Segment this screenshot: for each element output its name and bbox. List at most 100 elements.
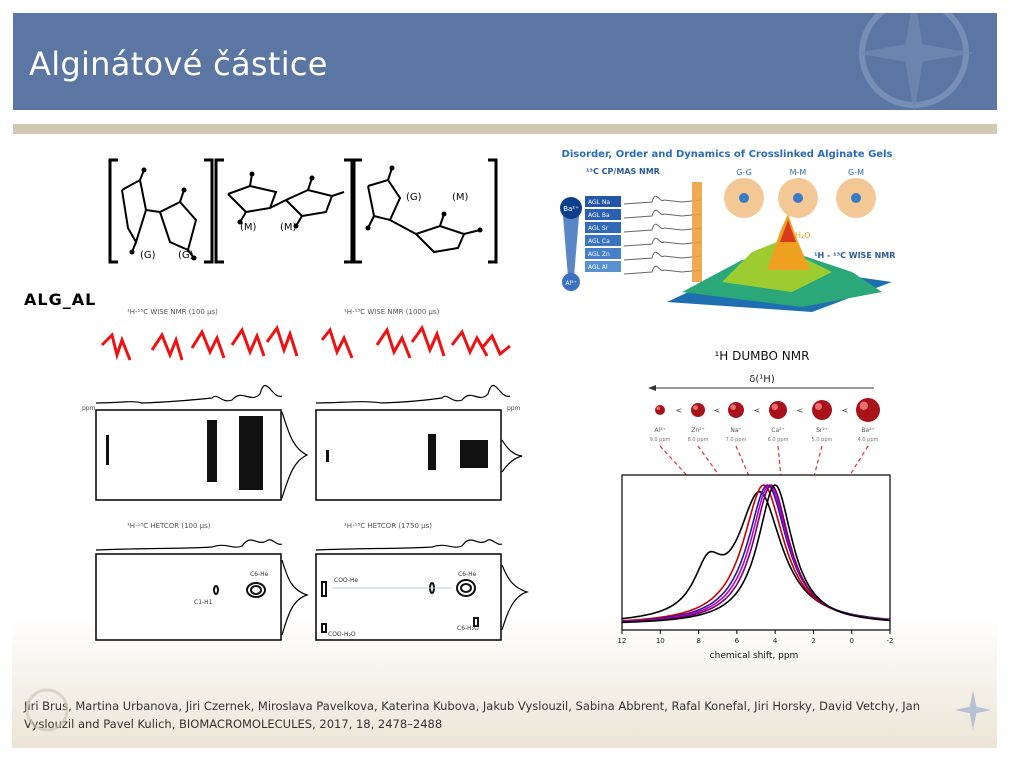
less-than-sign: < <box>842 406 849 415</box>
junction-label: G-M <box>848 168 864 177</box>
structure-label: (M) <box>240 222 257 233</box>
sample-item: AGL Sr <box>585 222 621 233</box>
ion-shift: 5.0 ppm <box>812 437 833 443</box>
ion-name: Sr²⁺ <box>816 427 828 434</box>
red-molecule-sketches <box>100 324 511 361</box>
svg-text:AGL Ca: AGL Ca <box>588 238 610 245</box>
wise-100-panel: ppm <box>82 384 309 501</box>
annotation: COO-He <box>334 577 358 584</box>
x-tick-label: 10 <box>656 637 665 645</box>
plot-frame <box>621 474 891 631</box>
ion-sphere <box>769 401 787 419</box>
junction-models: G-G M-M G-M <box>724 168 876 218</box>
ion-name: Ba²⁺ <box>861 427 874 434</box>
x-tick-label: 6 <box>735 637 740 645</box>
toc-graphic: Disorder, Order and Dynamics of Crosslin… <box>560 149 895 312</box>
ion-shift: 8.0 ppm <box>688 437 709 443</box>
spectrum-curve <box>621 484 891 624</box>
x-tick-label: 0 <box>849 637 853 645</box>
x-axis-ticks: 12 10 8 6 4 2 0 -2 <box>618 630 894 645</box>
x-tick-label: 2 <box>811 637 815 645</box>
ion-sphere <box>728 402 744 418</box>
spectra-curves <box>621 484 891 624</box>
junction-label: G-G <box>736 168 752 177</box>
sample-item: AGL Al <box>585 261 621 272</box>
sample-item: AGL Ca <box>585 235 621 246</box>
delta-label: δ(¹H) <box>749 374 775 385</box>
panel-title-hetcor-1750: ¹H-¹³C HETCOR (1750 μs) <box>344 522 432 530</box>
ion-shift: 9.0 ppm <box>650 437 671 443</box>
compass-decoration-icon <box>854 13 974 110</box>
wise-1000-panel: ppm <box>315 384 523 501</box>
toc-title: Disorder, Order and Dynamics of Crosslin… <box>562 149 893 160</box>
panel-title-hetcor-100: ¹H-¹³C HETCOR (100 μs) <box>127 522 211 530</box>
less-than-sign: < <box>797 406 804 415</box>
structure-label: (G) <box>140 250 156 261</box>
panel-title-wise-1000: ¹H-¹³C WISE NMR (1000 μs) <box>344 308 440 316</box>
ion-top: Ba²⁺ <box>563 205 579 213</box>
x-tick-label: 12 <box>618 637 627 645</box>
citation-text: Jiri Brus, Martina Urbanova, Jiri Czerne… <box>24 699 920 731</box>
dumbo-nmr-chart: ¹H DUMBO NMR δ(¹H) Al³⁺ 9.0 ppm < Zn²⁺ 8.0 p… <box>618 349 894 660</box>
delta-arrow <box>648 385 874 391</box>
title-bar: Alginátové částice <box>13 13 997 110</box>
svg-text:AGL Ba: AGL Ba <box>588 212 610 219</box>
sample-label: ALG_AL <box>24 290 97 309</box>
ion-highlight <box>815 403 822 410</box>
ion-name: Zn²⁺ <box>691 427 705 434</box>
stacked-spectra <box>623 195 703 275</box>
ion-shift: 4.0 ppm <box>858 437 879 443</box>
faculty-seal-icon <box>25 688 69 732</box>
hetcor-100-panel: C6-He C1-H1 <box>95 539 309 641</box>
ion-shift: 7.0 ppm <box>726 437 747 443</box>
axis-unit: ppm <box>82 405 96 412</box>
ion-highlight <box>859 401 868 410</box>
ion-highlight <box>656 406 660 410</box>
svg-text:AGL Na: AGL Na <box>588 199 610 206</box>
x-tick-label: 4 <box>773 637 778 645</box>
panel-title-wise-100: ¹H-¹³C WISE NMR (100 μs) <box>127 308 218 316</box>
annotation: C6-He <box>250 571 269 578</box>
chart-title: ¹H DUMBO NMR <box>715 349 810 363</box>
alginate-structure-diagram: (G) (G) (M) (M) (G) (M) <box>108 158 498 264</box>
nmr-2d-panels-figure: ¹H-¹³C WISE NMR (100 μs) ¹H-¹³C WISE NMR… <box>82 308 530 641</box>
ion-name: Al³⁺ <box>654 427 665 434</box>
sample-item: AGL Na <box>585 196 621 207</box>
annotation: C1-H1 <box>194 599 213 606</box>
ion-highlight <box>693 405 698 410</box>
ion-sphere <box>655 405 665 415</box>
axis-unit: ppm <box>507 405 521 412</box>
ion-name: Ca²⁺ <box>771 427 784 434</box>
ion-highlight <box>730 404 736 410</box>
h2o-label: H₂O <box>795 231 811 240</box>
annotation: C6-He <box>458 571 477 578</box>
junction-label: M-M <box>790 168 807 177</box>
less-than-sign: < <box>676 406 683 415</box>
sample-list: AGL Na AGL Ba AGL Sr AGL Ca AGL Zn AGL A… <box>585 196 621 272</box>
x-tick-label: -2 <box>887 637 894 645</box>
ion-sphere <box>691 403 705 417</box>
structure-label: (G) <box>406 192 422 203</box>
structure-label: (M) <box>452 192 469 203</box>
svg-text:AGL Zn: AGL Zn <box>588 251 610 258</box>
slide-title: Alginátové částice <box>29 45 328 83</box>
ion-shift: 6.0 ppm <box>768 437 789 443</box>
sample-item: AGL Zn <box>585 248 621 259</box>
title-underline <box>13 124 997 134</box>
less-than-sign: < <box>754 406 761 415</box>
ion-highlight <box>771 403 778 410</box>
structure-label: (G) <box>178 250 194 261</box>
annotation: C6-H₂O <box>457 625 479 632</box>
ion-sphere <box>856 398 880 422</box>
annotation: COO-H₂O <box>328 631 356 638</box>
ion-name: Na⁺ <box>730 427 741 434</box>
ion-series: Al³⁺ 9.0 ppm < Zn²⁺ 8.0 ppm < Na⁺ 7.0 ppm < Ca²⁺ 6… <box>650 398 880 443</box>
x-axis-label: chemical shift, ppm <box>710 651 799 660</box>
svg-text:AGL Al: AGL Al <box>588 264 608 271</box>
less-than-sign: < <box>714 406 721 415</box>
cpmas-label: ¹³C CP/MAS NMR <box>586 167 660 176</box>
wise-label: ¹H - ¹³C WISE NMR <box>814 251 895 260</box>
dashed-arrow <box>777 445 789 553</box>
structure-label: (M) <box>280 222 297 233</box>
ion-bottom: Al³⁺ <box>565 280 576 287</box>
